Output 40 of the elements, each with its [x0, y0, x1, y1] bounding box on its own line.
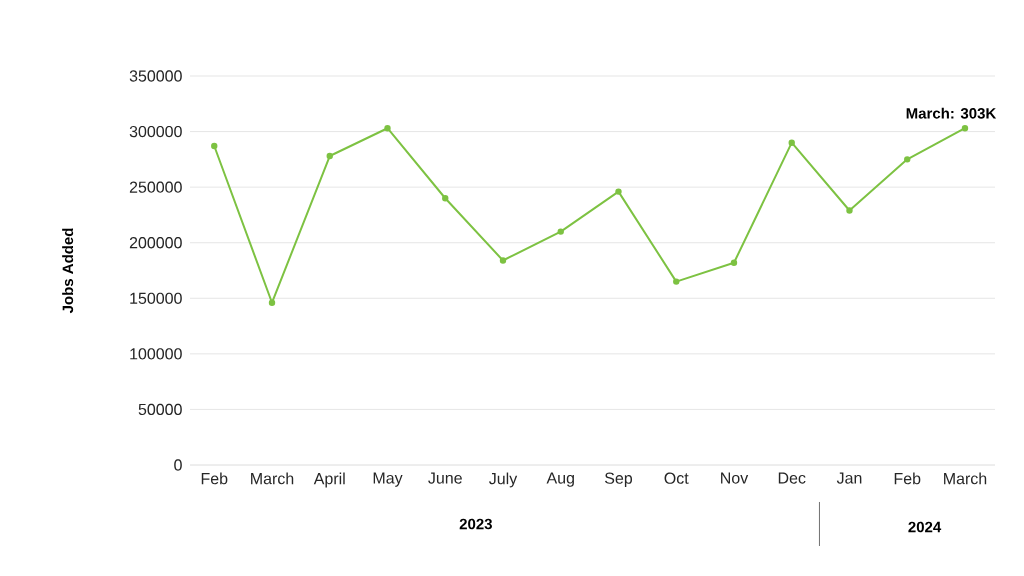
x-tick-label: July — [489, 472, 518, 488]
y-tick-label: 100000 — [130, 348, 182, 360]
point — [211, 142, 218, 150]
y-tick-label: 200000 — [129, 237, 182, 249]
y-tick-label: 150000 — [130, 292, 182, 304]
y-axis-title: Jobs Added — [62, 228, 74, 314]
x-tick-label: April — [313, 472, 345, 488]
point — [499, 257, 507, 264]
x-tick-label: June — [428, 472, 462, 484]
annotation: March: 303K — [906, 107, 997, 119]
x-tick-label: Feb — [894, 472, 921, 485]
x-tick-label: March — [251, 472, 294, 485]
x-tick-label: Oct — [664, 472, 689, 484]
point — [904, 156, 911, 163]
point — [615, 188, 622, 195]
x-tick-label: Feb — [201, 472, 228, 485]
y-tick-label: 350000 — [129, 70, 182, 82]
point — [961, 125, 969, 132]
point — [442, 195, 449, 202]
x-tick-label: Aug — [546, 472, 574, 487]
point — [268, 299, 276, 306]
x-tick-label: March — [944, 472, 987, 485]
point — [730, 259, 738, 266]
y-tick-label: 250000 — [129, 181, 182, 193]
x-tick-label: Sep — [604, 472, 633, 488]
x-tick-label: Jan — [836, 472, 862, 484]
point — [846, 207, 853, 214]
y-tick-label: 0 — [174, 459, 182, 471]
x-tick-label: May — [373, 472, 403, 487]
point — [788, 139, 795, 146]
x-tick-label: Dec — [778, 472, 806, 484]
point — [557, 228, 564, 235]
text: 2023 — [459, 518, 492, 530]
point — [326, 152, 333, 160]
point — [673, 278, 680, 285]
point — [384, 125, 391, 132]
x-tick-label: Nov — [721, 472, 749, 484]
y-tick-label: 300000 — [129, 125, 182, 138]
y-tick-label: 50000 — [138, 403, 182, 416]
text: 2024 — [908, 521, 942, 533]
